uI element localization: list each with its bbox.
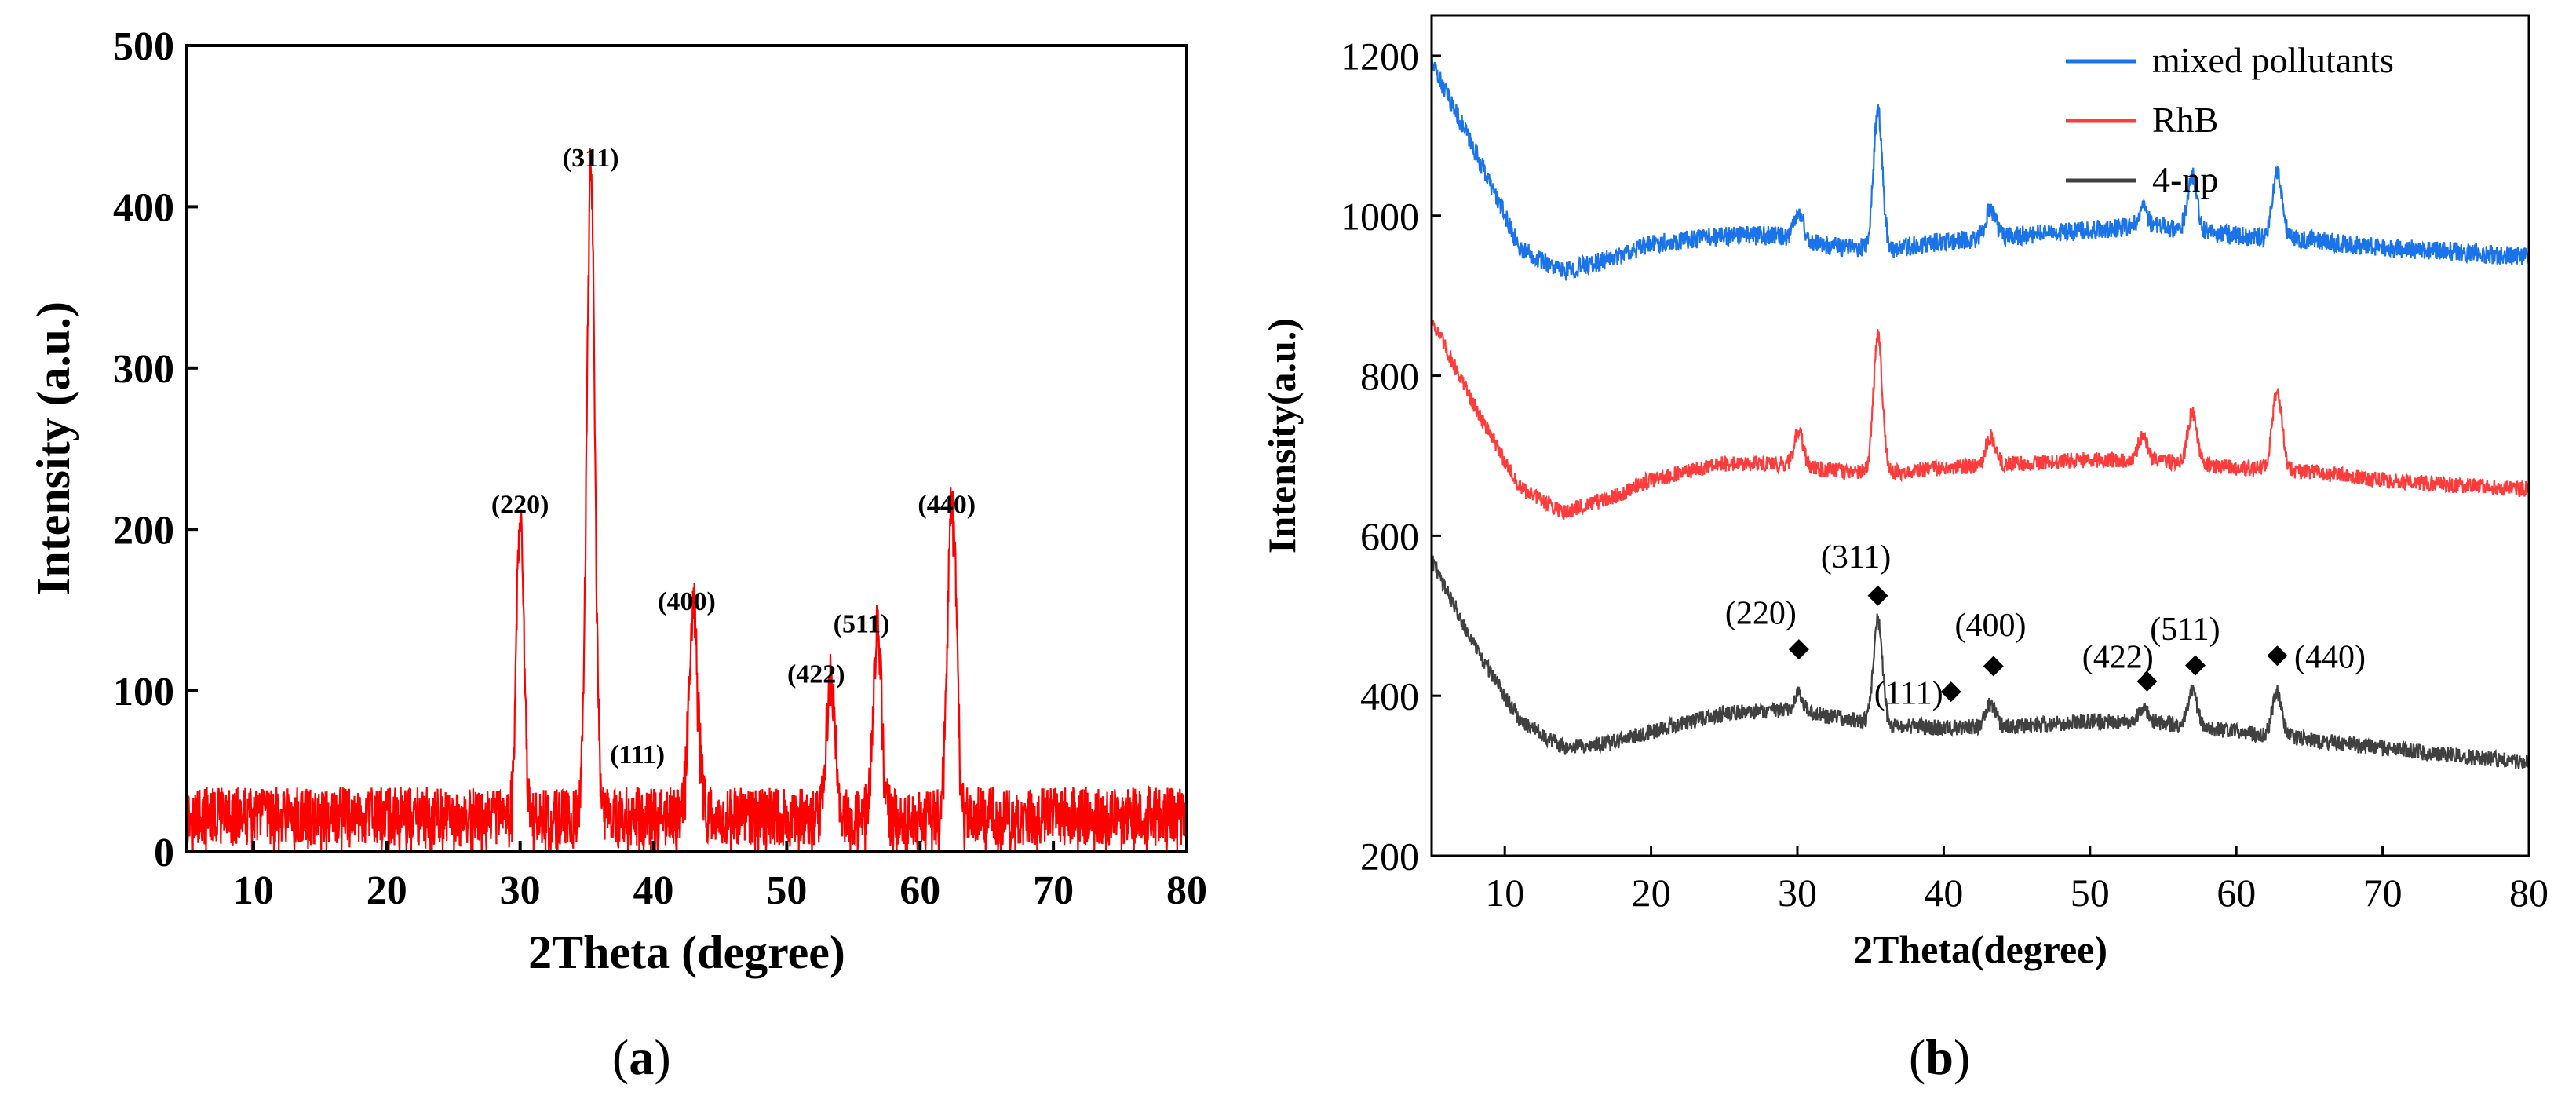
peak-marker xyxy=(1940,681,1961,703)
peak-label: (511) xyxy=(2150,612,2220,648)
y-axis-label: Intensity(a.u.) xyxy=(1260,318,1304,554)
plot-frame xyxy=(1430,14,2530,857)
peak-label: (111) xyxy=(1874,675,1943,711)
x-tick-label: 40 xyxy=(1924,871,1963,915)
y-tick-label: 200 xyxy=(113,508,174,553)
peak-marker xyxy=(2185,655,2206,676)
x-tick-label: 70 xyxy=(1033,868,1074,913)
x-tick-label: 30 xyxy=(1778,871,1817,915)
legend-label: mixed pollutants xyxy=(2152,40,2394,80)
caption-b: (b) xyxy=(1909,1029,1971,1085)
peak-marker xyxy=(1867,585,1888,606)
peak-label: (440) xyxy=(2294,640,2366,676)
peak-label: (400) xyxy=(1955,608,2027,644)
x-axis-label: 2Theta (degree) xyxy=(528,926,845,978)
peak-label: (220) xyxy=(1725,595,1797,631)
x-tick-label: 80 xyxy=(1166,868,1207,913)
x-tick-label: 50 xyxy=(2071,871,2110,915)
y-tick-label: 0 xyxy=(154,831,174,875)
peak-marker xyxy=(1788,639,1809,660)
chart-a: (220) (311) (111) (400) (422) (511) (440) 10 20 3… xyxy=(27,24,1207,978)
peak-label: (440) xyxy=(918,491,976,520)
series-line-mixed-pollutants xyxy=(1432,57,2529,281)
y-tick-label: 1000 xyxy=(1341,194,1419,238)
y-tick-label: 600 xyxy=(1360,514,1419,558)
peak-label: (220) xyxy=(491,491,549,520)
x-tick-label: 60 xyxy=(2217,871,2256,915)
series-line-RhB xyxy=(1432,320,2529,521)
x-tick-label: 70 xyxy=(2363,871,2403,915)
x-tick-label: 30 xyxy=(500,868,541,913)
y-tick-label: 800 xyxy=(1360,354,1419,398)
x-tick-label: 20 xyxy=(367,868,407,913)
x-tick-label: 50 xyxy=(766,868,807,913)
series-line-XRD xyxy=(187,148,1187,852)
peak-label: (422) xyxy=(2082,640,2154,676)
legend: mixed pollutants RhB 4-np xyxy=(2066,40,2394,199)
y-tick-label: 500 xyxy=(113,24,174,69)
plot-frame xyxy=(185,44,1188,853)
x-tick-label: 10 xyxy=(1485,871,1524,915)
peak-marker xyxy=(2136,670,2158,692)
series-line-4-np xyxy=(1432,555,2529,769)
y-axis-label: Intensity (a.u.) xyxy=(27,301,79,596)
x-axis-label: 2Theta(degree) xyxy=(1853,927,2107,971)
y-tick-label: 300 xyxy=(113,347,174,392)
peak-label: (400) xyxy=(658,587,716,616)
peak-label: (511) xyxy=(834,610,890,639)
chart-b: (220) (311) (111) (400) (422)(511) (440) 10 20 3… xyxy=(1260,14,2549,971)
caption-a: (a) xyxy=(612,1029,671,1085)
x-tick-label: 10 xyxy=(233,868,274,913)
y-tick-label: 400 xyxy=(113,186,174,231)
peak-marker xyxy=(2267,645,2288,667)
legend-label: 4-np xyxy=(2152,159,2218,199)
peak-label: (311) xyxy=(1821,539,1891,575)
y-tick-label: 100 xyxy=(113,670,174,714)
x-tick-label: 80 xyxy=(2509,871,2549,915)
peak-label: (111) xyxy=(610,740,665,769)
x-tick-label: 60 xyxy=(899,868,940,913)
x-tick-label: 20 xyxy=(1632,871,1671,915)
x-tick-label: 40 xyxy=(633,868,674,913)
peak-marker xyxy=(1983,656,2004,677)
y-tick-label: 200 xyxy=(1360,835,1419,879)
peak-label: (422) xyxy=(787,659,845,689)
peak-label: (311) xyxy=(563,144,619,173)
legend-label: RhB xyxy=(2152,100,2218,140)
y-tick-label: 400 xyxy=(1360,674,1419,718)
y-tick-label: 1200 xyxy=(1341,34,1419,78)
